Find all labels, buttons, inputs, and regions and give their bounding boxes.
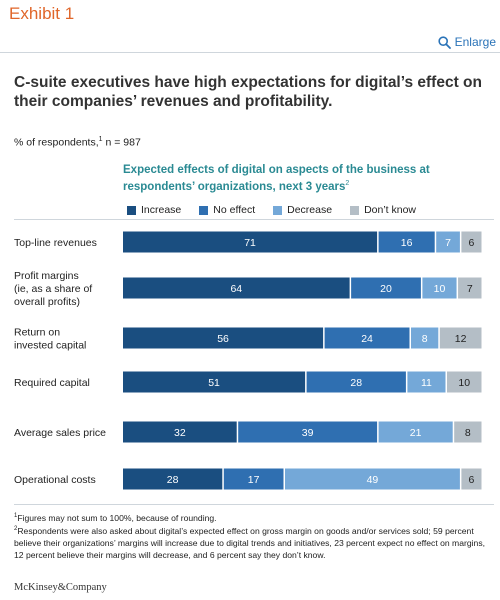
bar-don-t-know-row-6 bbox=[461, 468, 482, 490]
mckinsey-logo: McKinsey&Company bbox=[14, 582, 107, 593]
enlarge-button[interactable]: Enlarge bbox=[438, 35, 496, 49]
bar-decrease-row-5 bbox=[378, 421, 453, 443]
data-label-no-effect-row-4: 28 bbox=[350, 377, 362, 389]
legend-label-decrease: Decrease bbox=[287, 204, 333, 216]
data-label-increase-row-4: 51 bbox=[208, 377, 220, 389]
bar-increase-row-1 bbox=[123, 231, 378, 253]
enlarge-label: Enlarge bbox=[454, 35, 496, 49]
bar-increase-row-2 bbox=[123, 277, 350, 299]
row-label-4: Required capital bbox=[14, 377, 90, 389]
footnote-2: 2Respondents were also asked about digit… bbox=[14, 524, 490, 561]
respondents-note-text: % of respondents, bbox=[14, 136, 99, 149]
bar-don-t-know-row-4 bbox=[447, 371, 482, 393]
chart-title-text: Expected effects of digital on aspects o… bbox=[123, 164, 430, 193]
data-label-increase-row-1: 71 bbox=[244, 237, 256, 249]
bar-don-t-know-row-5 bbox=[454, 421, 482, 443]
bar-no-effect-row-4 bbox=[306, 371, 406, 393]
bar-no-effect-row-5 bbox=[238, 421, 378, 443]
legend-item-increase: Increase bbox=[127, 204, 181, 216]
legend-label-dont-know: Don’t know bbox=[364, 204, 417, 216]
data-label-don-t-know-row-3: 12 bbox=[455, 333, 467, 345]
bar-don-t-know-row-1 bbox=[461, 231, 482, 253]
bar-decrease-row-6 bbox=[285, 468, 460, 490]
legend-item-dont-know: Don’t know bbox=[350, 204, 416, 216]
exhibit-title: Exhibit 1 bbox=[9, 4, 75, 23]
footnotes: 1Figures may not sum to 100%, because of… bbox=[14, 511, 490, 561]
data-label-decrease-row-5: 21 bbox=[410, 427, 422, 439]
data-label-decrease-row-1: 7 bbox=[445, 237, 451, 249]
bar-no-effect-row-3 bbox=[324, 327, 410, 349]
bar-increase-row-5 bbox=[123, 421, 237, 443]
bar-no-effect-row-1 bbox=[378, 231, 435, 253]
footnote-ref-1: 1 bbox=[98, 136, 103, 143]
bar-increase-row-4 bbox=[123, 371, 306, 393]
header-divider bbox=[0, 52, 500, 53]
data-label-no-effect-row-5: 39 bbox=[302, 427, 314, 439]
legend-swatch-no-effect bbox=[199, 205, 209, 215]
magnifier-icon bbox=[438, 35, 451, 49]
data-label-increase-row-6: 28 bbox=[167, 474, 179, 486]
data-label-don-t-know-row-2: 7 bbox=[467, 283, 473, 295]
legend-item-decrease: Decrease bbox=[273, 204, 332, 216]
data-label-don-t-know-row-4: 10 bbox=[458, 377, 470, 389]
footnote-2-ref: 2 bbox=[14, 526, 18, 533]
chart-legend: Increase No effect Decrease Don’t know bbox=[127, 204, 416, 216]
data-label-no-effect-row-2: 20 bbox=[380, 283, 392, 295]
footnote-divider bbox=[14, 504, 494, 505]
data-label-decrease-row-2: 10 bbox=[434, 283, 446, 295]
legend-label-no-effect: No effect bbox=[213, 204, 256, 216]
data-label-increase-row-2: 64 bbox=[230, 283, 242, 295]
legend-label-increase: Increase bbox=[141, 204, 182, 216]
headline: C-suite executives have high expectation… bbox=[14, 74, 482, 110]
footnote-1: 1Figures may not sum to 100%, because of… bbox=[14, 511, 490, 524]
respondents-count: n = 987 bbox=[102, 136, 141, 149]
footnote-2-text: Respondents were also asked about digita… bbox=[14, 526, 486, 560]
data-label-decrease-row-4: 11 bbox=[421, 377, 432, 389]
bar-increase-row-6 bbox=[123, 468, 223, 490]
data-label-no-effect-row-6: 17 bbox=[248, 474, 260, 486]
data-label-don-t-know-row-1: 6 bbox=[469, 237, 475, 249]
bar-no-effect-row-2 bbox=[351, 277, 421, 299]
bar-no-effect-row-6 bbox=[223, 468, 284, 490]
legend-swatch-decrease bbox=[273, 205, 283, 215]
row-label-6: Operational costs bbox=[14, 474, 96, 486]
legend-item-no-effect: No effect bbox=[199, 204, 255, 216]
data-label-decrease-row-3: 8 bbox=[422, 333, 428, 345]
footnote-1-text: Figures may not sum to 100%, because of … bbox=[17, 512, 217, 523]
bar-decrease-row-1 bbox=[436, 231, 460, 253]
bar-increase-row-3 bbox=[123, 327, 324, 349]
row-label-1: Top-line revenues bbox=[14, 237, 97, 249]
respondents-note: % of respondents,1 n = 987 bbox=[14, 136, 141, 149]
chart-top-divider bbox=[14, 219, 494, 220]
chart-title: Expected effects of digital on aspects o… bbox=[123, 163, 493, 194]
row-label-5: Average sales price bbox=[14, 427, 106, 439]
data-label-increase-row-3: 56 bbox=[217, 333, 229, 345]
legend-swatch-increase bbox=[127, 205, 136, 215]
data-label-no-effect-row-3: 24 bbox=[361, 333, 373, 345]
data-label-don-t-know-row-6: 6 bbox=[469, 474, 475, 486]
row-label-2: Profit margins (ie, as a share of overall … bbox=[14, 270, 92, 308]
bar-don-t-know-row-2 bbox=[458, 277, 482, 299]
bar-decrease-row-2 bbox=[422, 277, 457, 299]
data-label-don-t-know-row-5: 8 bbox=[465, 427, 471, 439]
row-label-3: Return on invested capital bbox=[14, 327, 86, 352]
data-label-decrease-row-6: 49 bbox=[367, 474, 379, 486]
footnote-1-ref: 1 bbox=[14, 513, 18, 519]
bar-don-t-know-row-3 bbox=[439, 327, 482, 349]
footnote-ref-2: 2 bbox=[345, 180, 350, 187]
legend-swatch-dont-know bbox=[350, 205, 360, 215]
bar-decrease-row-3 bbox=[411, 327, 439, 349]
data-label-no-effect-row-1: 16 bbox=[401, 237, 413, 249]
data-label-increase-row-5: 32 bbox=[174, 427, 186, 439]
bar-decrease-row-4 bbox=[407, 371, 446, 393]
